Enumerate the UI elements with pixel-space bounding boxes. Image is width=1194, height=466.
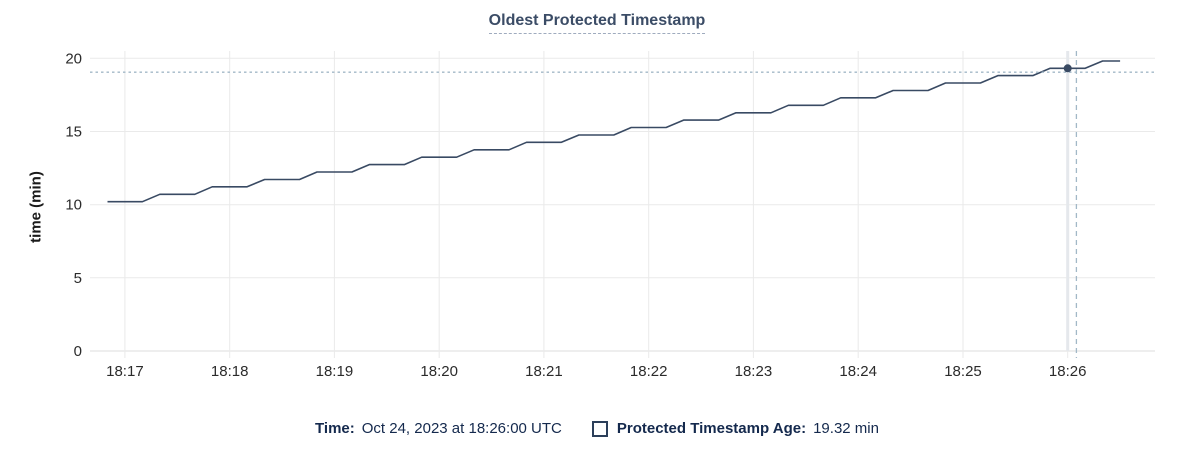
hover-time-readout: Time: Oct 24, 2023 at 18:26:00 UTC — [315, 420, 562, 437]
x-tick-label: 18:21 — [525, 363, 563, 380]
chart-plot-area[interactable]: 18:17 18:18 18:19 18:20 18:21 18:22 18:23 18:24… — [0, 0, 1194, 400]
y-tick-label: 10 — [65, 197, 82, 214]
y-tick-label: 0 — [74, 343, 82, 360]
x-tick-label: 18:20 — [420, 363, 458, 380]
legend-item-protected-timestamp-age: Protected Timestamp Age: 19.32 min — [591, 420, 879, 437]
series-line-protected-timestamp-age — [107, 60, 1121, 203]
chart-title[interactable]: Oldest Protected Timestamp — [488, 12, 706, 34]
legend-checkbox-icon[interactable] — [591, 420, 608, 437]
legend-label: Protected Timestamp Age: — [616, 420, 807, 437]
y-tick-label: 15 — [65, 124, 82, 141]
x-tick-label: 18:17 — [106, 363, 144, 380]
time-value: Oct 24, 2023 at 18:26:00 UTC — [361, 420, 562, 437]
legend-value: 19.32 min — [813, 420, 879, 437]
x-tick-label: 18:23 — [735, 363, 773, 380]
chart-footer: Time: Oct 24, 2023 at 18:26:00 UTC Prote… — [0, 420, 1194, 437]
x-tick-label: 18:22 — [630, 363, 668, 380]
x-tick-label: 18:25 — [944, 363, 982, 380]
y-tick-label: 5 — [74, 270, 82, 287]
x-tick-label: 18:26 — [1049, 363, 1087, 380]
hover-point-dot — [1063, 64, 1072, 73]
x-tick-label: 18:24 — [839, 363, 877, 380]
x-tick-label: 18:19 — [316, 363, 354, 380]
time-label: Time: — [315, 420, 355, 437]
chart-header: Oldest Protected Timestamp — [0, 12, 1194, 34]
x-tick-label: 18:18 — [211, 363, 249, 380]
y-tick-label: 20 — [65, 50, 82, 67]
